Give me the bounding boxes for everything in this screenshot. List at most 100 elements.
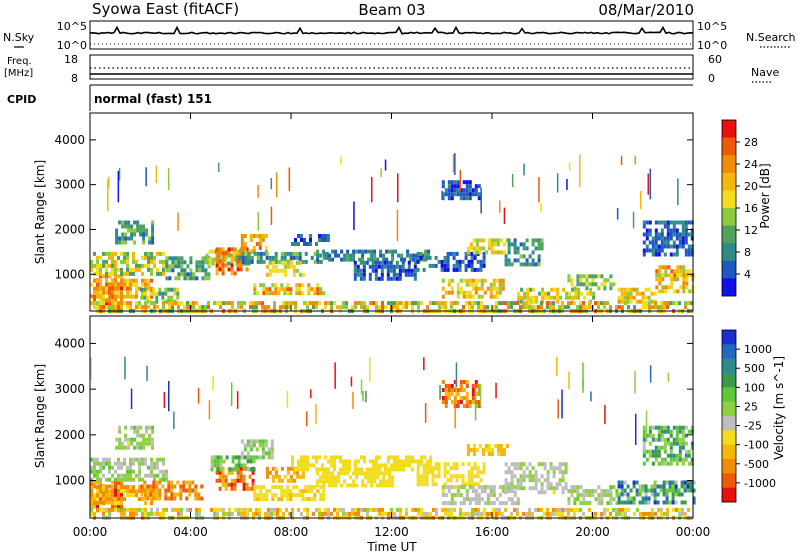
heatmap-cell: [484, 250, 488, 255]
heatmap-cell: [342, 467, 345, 472]
heatmap-cell: [135, 263, 138, 268]
heatmap-cell: [185, 496, 189, 501]
heatmap-cell: [663, 240, 667, 245]
heatmap-cell: [525, 262, 529, 267]
heatmap-cell: [183, 260, 187, 265]
heatmap-cell: [251, 470, 255, 475]
heatmap-cell: [609, 511, 612, 516]
heatmap-cell: [280, 287, 284, 292]
x-tick-label: 12:00: [374, 525, 409, 539]
date-title: 08/Mar/2010: [598, 1, 694, 19]
heatmap-cell: [474, 184, 478, 189]
heatmap-cell: [283, 268, 287, 273]
heatmap-cell: [419, 474, 423, 479]
heatmap-cell: [376, 471, 380, 476]
heatmap-cell: [540, 305, 543, 310]
heatmap-cell: [170, 492, 174, 497]
heatmap-cell: [322, 249, 326, 254]
heatmap-cell: [680, 492, 684, 497]
heatmap-cell: [396, 467, 399, 472]
heatmap-cell: [465, 294, 469, 299]
heatmap-cell: [675, 461, 679, 466]
heatmap-streak: [616, 208, 619, 220]
heatmap-cell: [327, 467, 330, 472]
heatmap-cell: [681, 228, 685, 233]
heatmap-cell: [129, 305, 132, 310]
heatmap-cell: [474, 278, 478, 283]
heatmap-cell: [385, 483, 389, 488]
heatmap-cell: [357, 301, 360, 306]
heatmap-cell: [459, 196, 463, 201]
heatmap-cell: [132, 255, 135, 260]
heatmap-cell: [670, 285, 674, 290]
heatmap-cell: [152, 488, 156, 493]
heatmap-cell: [243, 443, 247, 448]
heatmap-cell: [492, 282, 496, 287]
heatmap-cell: [120, 282, 123, 287]
heatmap-cell: [102, 465, 105, 470]
heatmap-cell: [123, 271, 126, 276]
heatmap-cell: [127, 437, 131, 442]
heatmap-cell: [148, 425, 152, 430]
x-axis-tick-labels: 00:00 04:00 08:00 12:00 16:00 20:00 00:00: [73, 525, 711, 539]
heatmap-cell: [621, 511, 624, 516]
heatmap-cell: [386, 276, 390, 281]
heatmap-cell: [674, 480, 678, 485]
heatmap-cell: [395, 272, 399, 277]
heatmap-cell: [678, 441, 682, 446]
heatmap-cell: [558, 478, 562, 483]
heatmap-cell: [481, 448, 485, 452]
heatmap-cell: [216, 467, 220, 472]
heatmap-cell: [447, 511, 450, 516]
heatmap-cell: [114, 298, 117, 303]
heatmap-cell: [540, 507, 543, 512]
heatmap-cell: [195, 301, 198, 306]
heatmap-cell: [142, 433, 146, 438]
heatmap-cell: [322, 483, 326, 488]
heatmap-cell: [492, 507, 495, 512]
heatmap-cell: [474, 489, 478, 494]
heatmap-cell: [105, 290, 108, 295]
heatmap-cell: [387, 467, 390, 472]
heatmap-cell: [464, 251, 468, 256]
heatmap-cell: [221, 251, 225, 256]
heatmap-cell: [270, 447, 274, 452]
heatmap-cell: [443, 466, 447, 471]
heatmap-cell: [159, 511, 162, 516]
heatmap-cell: [297, 463, 300, 468]
heatmap-cell: [474, 192, 478, 197]
heatmap-cell: [450, 196, 454, 201]
heatmap-cell: [176, 480, 180, 485]
heatmap-cell: [135, 290, 138, 295]
heatmap-cell: [145, 437, 149, 442]
heatmap-cell: [617, 484, 621, 489]
heatmap-cell: [367, 471, 371, 476]
heatmap-cell: [123, 278, 126, 283]
heatmap-cell: [620, 480, 624, 485]
heatmap-cell: [303, 455, 306, 460]
heatmap-cell: [654, 425, 658, 430]
heatmap-cell: [480, 485, 484, 490]
heatmap-cell: [135, 511, 138, 516]
heatmap-cell: [228, 301, 231, 306]
heatmap-cell: [417, 459, 420, 464]
heatmap-cell: [484, 448, 488, 452]
heatmap-cell: [117, 461, 120, 466]
heatmap-cell: [96, 485, 99, 490]
heatmap-cell: [528, 305, 531, 310]
colorbar-segment: [722, 459, 736, 474]
heatmap-cell: [389, 260, 393, 265]
heatmap-cell: [102, 251, 105, 256]
heatmap-cell: [221, 478, 225, 483]
heatmap-cell: [150, 511, 153, 516]
heatmap-cell: [349, 475, 353, 480]
nsky-trace: [89, 25, 694, 45]
heatmap-cell: [380, 276, 384, 281]
heatmap-cell: [541, 295, 545, 300]
heatmap-cell: [164, 299, 168, 304]
heatmap-cell: [474, 188, 478, 193]
heatmap-cell: [307, 283, 311, 288]
heatmap-cell: [114, 480, 117, 485]
heatmap-cell: [459, 511, 462, 516]
